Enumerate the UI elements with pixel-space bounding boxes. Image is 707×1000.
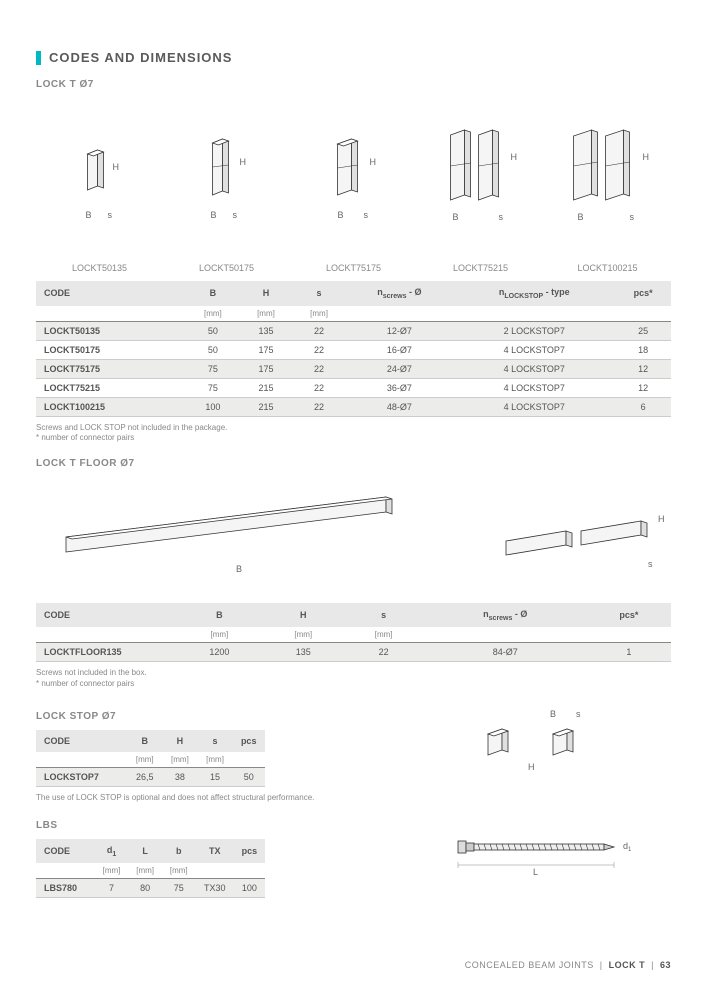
screw-diagram: d1 L	[448, 817, 648, 887]
unit	[453, 306, 615, 322]
lockt-heading: LOCK T Ø7	[36, 79, 671, 90]
locktfloor-table: CODE B H s nscrews - Ø pcs* [mm] [mm] [m…	[36, 603, 671, 663]
diagram-lockt100215: H B s LOCKT100215	[544, 100, 671, 273]
dim-l: L	[533, 867, 538, 877]
table-row: LOCKTFLOOR135 1200 135 22 84-Ø7 1	[36, 643, 671, 662]
unit	[346, 306, 454, 322]
diagram-label: LOCKT50135	[72, 263, 127, 273]
th-pcs: pcs	[234, 839, 265, 864]
th-b: b	[162, 839, 196, 864]
table-row: LOCKT50135501352212-Ø72 LOCKSTOP725	[36, 321, 671, 340]
dim-h: H	[511, 152, 518, 162]
section-title: CODES AND DIMENSIONS	[49, 50, 232, 65]
th-pcs: pcs*	[587, 603, 671, 628]
dim-s: s	[364, 210, 369, 220]
iso-drawing: H B s	[163, 100, 290, 255]
table-row: LOCKT75175751752224-Ø74 LOCKSTOP712	[36, 359, 671, 378]
iso-drawing: H B s	[36, 100, 163, 255]
th-b: B	[186, 281, 239, 306]
diagram-lockt50175: H B s LOCKT50175	[163, 100, 290, 273]
dim-b: B	[236, 564, 242, 574]
lockt-diagrams: H B s LOCKT50135 H B s	[36, 100, 671, 273]
dim-b: B	[86, 210, 92, 220]
diagram-lockt75215: H B s LOCKT75215	[417, 100, 544, 273]
th-code: CODE	[36, 839, 95, 864]
dim-s: s	[499, 212, 504, 222]
th-s: s	[293, 281, 346, 306]
diagram-label: LOCKT100215	[577, 263, 637, 273]
locktfloor-footnote: Screws not included in the box. * number…	[36, 668, 671, 689]
dim-h: H	[370, 157, 377, 167]
dim-h: H	[528, 762, 535, 772]
unit: [mm]	[293, 306, 346, 322]
lbs-table: CODE d1 L b TX pcs [mm] [mm] [mm]	[36, 839, 265, 899]
diagram-label: LOCKT75215	[453, 263, 508, 273]
dim-h: H	[643, 152, 650, 162]
th-pcs: pcs*	[615, 281, 671, 306]
dim-b: B	[338, 210, 344, 220]
lockstop-table: CODE B H s pcs [mm] [mm] [mm]	[36, 730, 265, 787]
dim-b: B	[211, 210, 217, 220]
iso-drawing: H B s	[544, 100, 671, 255]
lockstop-heading: LOCK STOP Ø7	[36, 711, 405, 722]
lockt-footnote: Screws and LOCK STOP not included in the…	[36, 423, 671, 444]
locktfloor-heading: LOCK T FLOOR Ø7	[36, 458, 671, 469]
th-pcs: pcs	[233, 730, 265, 752]
diagram-label: LOCKT75175	[326, 263, 381, 273]
th-h: H	[162, 730, 197, 752]
th-code: CODE	[36, 603, 176, 628]
accent-bar	[36, 51, 41, 65]
lockstop-diagram: B s H	[458, 705, 638, 795]
section-header: CODES AND DIMENSIONS	[36, 50, 671, 65]
lbs-heading: LBS	[36, 820, 405, 831]
dim-s: s	[648, 559, 653, 569]
dim-b: B	[453, 212, 459, 222]
locktfloor-diagrams: B H s	[36, 477, 671, 597]
unit	[36, 306, 186, 322]
iso-drawing: H B s	[417, 100, 544, 255]
dim-s: s	[576, 709, 581, 719]
lockstop-footnote: The use of LOCK STOP is optional and doe…	[36, 793, 405, 803]
th-l: L	[128, 839, 162, 864]
th-nlockstop: nLOCKSTOP - type	[453, 281, 615, 306]
dim-b: B	[578, 212, 584, 222]
unit: [mm]	[239, 306, 292, 322]
th-nscrews: nscrews - Ø	[424, 603, 587, 628]
iso-drawing: H B s	[290, 100, 417, 255]
th-d1: d1	[95, 839, 129, 864]
th-tx: TX	[196, 839, 234, 864]
table-row: LOCKSTOP7 26,5 38 15 50	[36, 768, 265, 787]
dim-s: s	[630, 212, 635, 222]
th-nscrews: nscrews - Ø	[346, 281, 454, 306]
table-row: LOCKT75215752152236-Ø74 LOCKSTOP712	[36, 378, 671, 397]
table-row: LOCKT50175501752216-Ø74 LOCKSTOP718	[36, 340, 671, 359]
unit	[615, 306, 671, 322]
dim-s: s	[108, 210, 113, 220]
th-s: s	[197, 730, 232, 752]
th-b: B	[176, 603, 263, 628]
diagram-lockt75175: H B s LOCKT75175	[290, 100, 417, 273]
table-row: LBS780 7 80 75 TX30 100	[36, 879, 265, 898]
dim-h: H	[240, 157, 247, 167]
dim-h: H	[113, 162, 120, 172]
th-h: H	[263, 603, 343, 628]
diagram-lockt50135: H B s LOCKT50135	[36, 100, 163, 273]
iso-drawing-floor: B H s	[36, 477, 671, 597]
table-row: LOCKT1002151002152248-Ø74 LOCKSTOP76	[36, 397, 671, 416]
dim-b: B	[550, 709, 556, 719]
dim-s: s	[233, 210, 238, 220]
th-code: CODE	[36, 730, 127, 752]
unit: [mm]	[186, 306, 239, 322]
svg-text:d1: d1	[623, 841, 632, 853]
page-footer: CONCEALED BEAM JOINTS | LOCK T | 63	[465, 960, 671, 970]
th-code: CODE	[36, 281, 186, 306]
diagram-label: LOCKT50175	[199, 263, 254, 273]
th-b: B	[127, 730, 162, 752]
dim-h: H	[658, 514, 665, 524]
th-h: H	[239, 281, 292, 306]
lockt-table: CODE B H s nscrews - Ø nLOCKSTOP - type …	[36, 281, 671, 417]
th-s: s	[343, 603, 423, 628]
